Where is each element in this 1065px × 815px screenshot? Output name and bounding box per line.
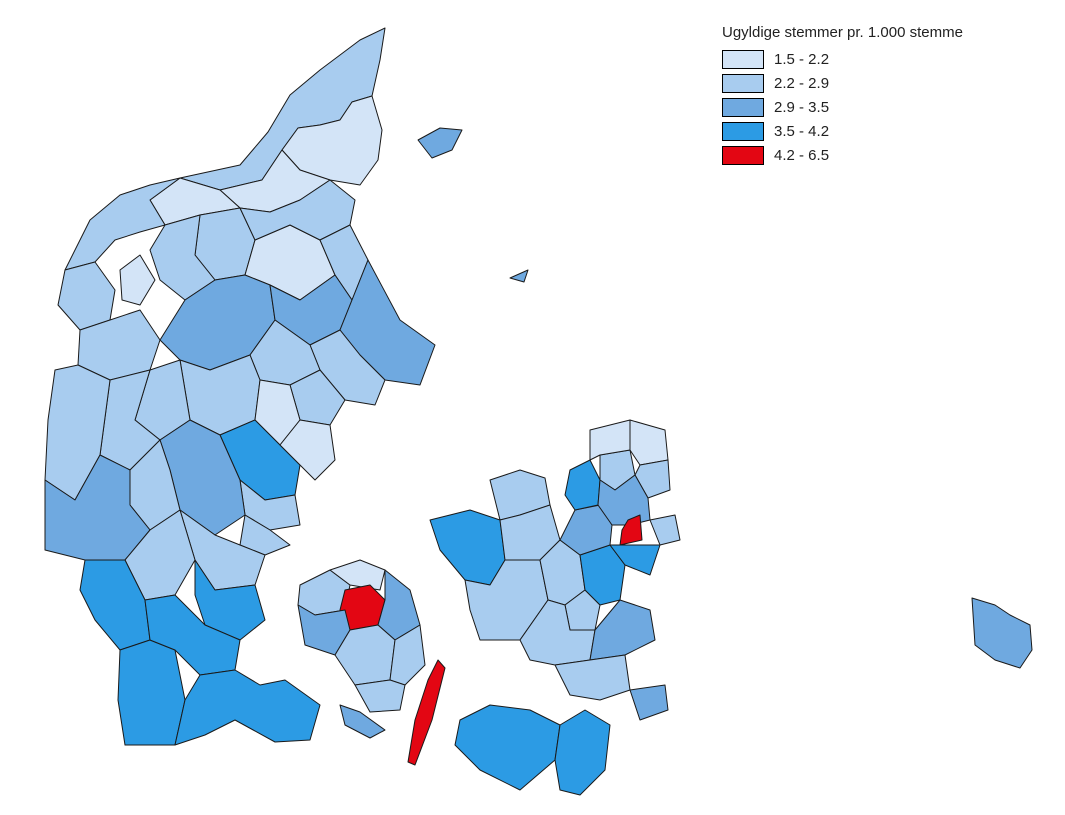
region-anholt [509, 269, 529, 283]
region-struer [57, 261, 116, 331]
region-gribskov [589, 419, 631, 461]
region-bogense [329, 559, 386, 591]
region-frederikssund [564, 459, 601, 511]
region-bornholm [971, 597, 1033, 669]
legend-item: 3.5 - 4.2 [722, 119, 963, 143]
region-moen [629, 684, 669, 721]
legend-item: 1.5 - 2.2 [722, 47, 963, 71]
region-guldborgsund [554, 709, 611, 796]
legend-label: 3.5 - 4.2 [774, 122, 830, 140]
region-faxe [589, 599, 656, 661]
region-taarnby [649, 514, 681, 546]
region-aeroe [339, 704, 386, 739]
legend-item: 2.9 - 3.5 [722, 95, 963, 119]
region-aabenraa [144, 594, 241, 676]
region-laesoe [417, 127, 463, 159]
legend-label: 2.2 - 2.9 [774, 74, 830, 92]
legend-label: 2.9 - 3.5 [774, 98, 830, 116]
legend-swatch [722, 73, 764, 93]
legend-item: 4.2 - 6.5 [722, 143, 963, 167]
legend-item: 2.2 - 2.9 [722, 71, 963, 95]
legend-swatch [722, 97, 764, 117]
region-svendborg [354, 679, 406, 713]
region-stevns [609, 544, 661, 576]
legend-swatch [722, 49, 764, 69]
legend-swatch [722, 121, 764, 141]
region-thisted [64, 177, 181, 271]
legend-label: 1.5 - 2.2 [774, 50, 830, 68]
region-morsoe [119, 254, 156, 306]
region-helsingoer [629, 419, 669, 466]
region-tonder [117, 639, 186, 746]
legend-swatch [722, 145, 764, 165]
region-varde [44, 454, 151, 561]
region-langeland [407, 659, 446, 766]
region-fredericia [239, 514, 291, 556]
region-nyborg [389, 624, 426, 686]
legend: Ugyldige stemmer pr. 1.000 stemme 1.5 - … [722, 24, 963, 167]
region-lolland [454, 704, 561, 791]
municipality-regions [44, 27, 1033, 796]
region-copenhagen [619, 514, 643, 546]
region-soenderborg [174, 669, 321, 746]
legend-title: Ugyldige stemmer pr. 1.000 stemme [722, 24, 963, 41]
legend-label: 4.2 - 6.5 [774, 146, 830, 164]
region-kalundborg [429, 509, 506, 586]
region-odder [279, 419, 336, 481]
region-haderslev [194, 559, 266, 641]
